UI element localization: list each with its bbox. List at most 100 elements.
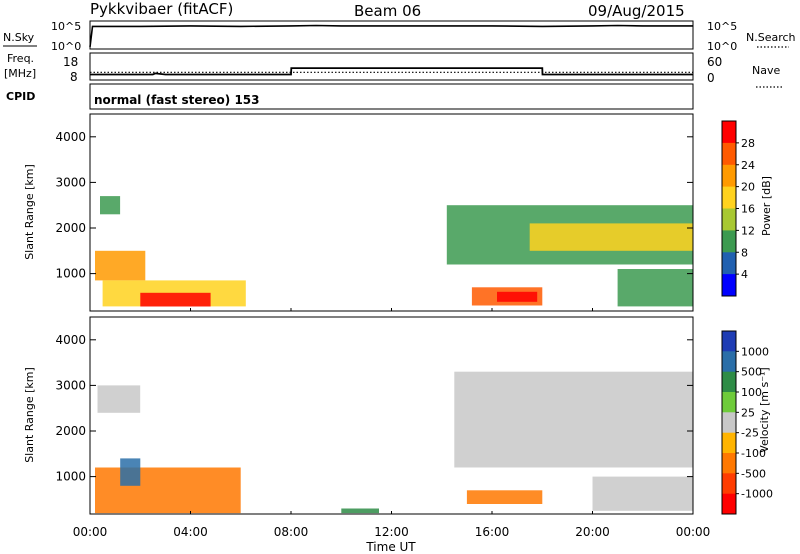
nave-right-tick-top: 60: [707, 55, 722, 69]
vel-patch-2: [120, 458, 141, 486]
power-cbar-swatch-1: [722, 142, 736, 166]
power-cbar-swatch-5: [722, 230, 736, 253]
freq-panel: Freq. [MHz] 18 8 60 0 Nave: [4, 52, 784, 88]
power-cbar-swatch-7: [722, 274, 736, 297]
freq-left-tick-top: 18: [63, 55, 78, 69]
vel-cbar-frame: [721, 330, 737, 515]
x-tick-label-3: 12:00: [374, 525, 409, 539]
radar-title: Pykkvibaer (fitACF): [90, 0, 233, 18]
x-tick-label-0: 00:00: [73, 525, 108, 539]
x-tick-label-5: 20:00: [575, 525, 610, 539]
nsky-series-line: [89, 24, 693, 48]
nsearch-right-tick-bottom: 10^0: [707, 40, 737, 53]
vel-patch-1: [95, 467, 241, 514]
x-axis-label: Time UT: [365, 540, 416, 554]
nsearch-right-tick-top: 10^5: [707, 20, 737, 33]
cpid-frame: [89, 83, 694, 110]
power-patch-0: [100, 196, 121, 215]
vel-cbar-swatch-3: [722, 392, 736, 413]
vel-cbar-tick-label-5: -100: [741, 447, 766, 460]
freq-left-tick-bottom: 8: [70, 70, 78, 84]
nave-right-tick-bottom: 0: [707, 71, 715, 85]
vel-patch-6: [592, 476, 693, 511]
power-patch-5: [497, 291, 538, 302]
vel-patch-3: [341, 508, 379, 514]
velocity-y-ticks: 1000 2000 3000 4000: [55, 333, 693, 484]
power-heatmap-patches: [95, 196, 693, 307]
nsky-left-tick-bottom: 10^0: [51, 40, 81, 53]
vel-cbar-swatch-2: [722, 371, 736, 393]
vel-cbar-tick-label-1: 500: [741, 366, 762, 379]
power-patch-8: [617, 269, 693, 307]
vel-cbar-swatch-8: [722, 493, 736, 515]
nsky-frame: [89, 20, 694, 50]
nsearch-label: N.Search: [746, 31, 796, 44]
power-cbar-tick-label-3: 16: [741, 203, 755, 216]
cpid-row: CPID normal (fast stereo) 153: [6, 83, 694, 110]
freq-series-line: [90, 67, 693, 76]
power-cbar-tick-label-1: 24: [741, 159, 755, 172]
power-patch-1: [95, 250, 146, 281]
power-ylabel: Slant Range [km]: [23, 164, 36, 260]
power-yticks-label-1: 2000: [55, 221, 86, 235]
power-cbar-tick-label-4: 12: [741, 224, 755, 237]
velocity-heatmap-patches: [95, 371, 693, 514]
freq-label-1: Freq.: [7, 52, 34, 65]
vel-cbar-swatch-4: [722, 412, 736, 434]
power-cbar-tick-label-5: 8: [741, 246, 748, 259]
x-tick-label-6: 00:00: [676, 525, 711, 539]
cpid-mode-text: normal (fast stereo) 153: [94, 93, 260, 107]
power-patch-3: [140, 292, 211, 307]
date-label: 09/Aug/2015: [588, 2, 685, 20]
vel-cbar-tick-label-7: -1000: [741, 488, 773, 501]
vel-yticks-label-0: 1000: [55, 470, 86, 484]
power-yticks-label-3: 4000: [55, 130, 86, 144]
vel-yticks-label-3: 4000: [55, 333, 86, 347]
power-panel: 1000 2000 3000 4000 Slant Range [km] 28 24 20…: [23, 113, 773, 312]
power-cbar-swatch-6: [722, 252, 736, 275]
vel-patch-0: [97, 385, 141, 413]
beam-label: Beam 06: [354, 2, 421, 20]
power-colorbar-label: Power [dB]: [760, 176, 773, 236]
vel-cbar-tick-label-2: 100: [741, 386, 762, 399]
x-tick-label-2: 08:00: [274, 525, 309, 539]
power-yticks-label-0: 1000: [55, 267, 86, 281]
freq-label-2: [MHz]: [4, 67, 36, 80]
x-tick-label-4: 16:00: [475, 525, 510, 539]
x-tick-label-1: 04:00: [173, 525, 208, 539]
vel-cbar-tick-label-3: 25: [741, 406, 755, 419]
nsky-left-tick-top: 10^5: [51, 20, 81, 33]
vel-cbar-tick-label-0: 1000: [741, 345, 769, 358]
vel-cbar-swatch-1: [722, 351, 736, 373]
velocity-colorbar-label: Velocity [m s⁻¹]: [758, 367, 771, 452]
vel-patch-4: [466, 490, 543, 504]
power-cbar-tick-label-6: 4: [741, 268, 748, 281]
velocity-panel: 1000 2000 3000 4000 Slant Range [km] 1000 50…: [23, 316, 773, 515]
vel-cbar-swatch-7: [722, 473, 736, 495]
power-cbar-swatch-4: [722, 208, 736, 231]
velocity-ylabel: Slant Range [km]: [23, 367, 36, 463]
velocity-colorbar: 1000 500 100 25 -25 -100 -500 -1000: [721, 330, 773, 515]
nsky-label: N.Sky: [3, 31, 35, 44]
power-colorbar: 28 24 20 16 12 8 4: [721, 120, 755, 297]
freq-frame: [89, 52, 694, 81]
vel-patch-5: [454, 371, 693, 468]
power-cbar-swatch-3: [722, 186, 736, 209]
power-yticks-label-2: 3000: [55, 175, 86, 189]
vel-yticks-label-2: 3000: [55, 378, 86, 392]
vel-yticks-label-1: 2000: [55, 424, 86, 438]
vel-cbar-tick-label-6: -500: [741, 467, 766, 480]
power-cbar-swatch-2: [722, 164, 736, 188]
power-patch-7: [529, 223, 693, 251]
cpid-label: CPID: [6, 90, 35, 103]
vel-cbar-swatch-6: [722, 453, 736, 474]
vel-cbar-swatch-0: [722, 331, 736, 352]
nsky-panel: N.Sky 10^5 10^0 10^5 10^0 N.Search: [3, 20, 796, 53]
power-cbar-swatch-0: [722, 121, 736, 144]
power-cbar-tick-label-0: 28: [741, 137, 755, 150]
nave-label: Nave: [752, 64, 780, 77]
power-cbar-tick-label-2: 20: [741, 181, 755, 194]
power-y-ticks: 1000 2000 3000 4000: [55, 130, 693, 281]
vel-cbar-swatch-5: [722, 432, 736, 454]
